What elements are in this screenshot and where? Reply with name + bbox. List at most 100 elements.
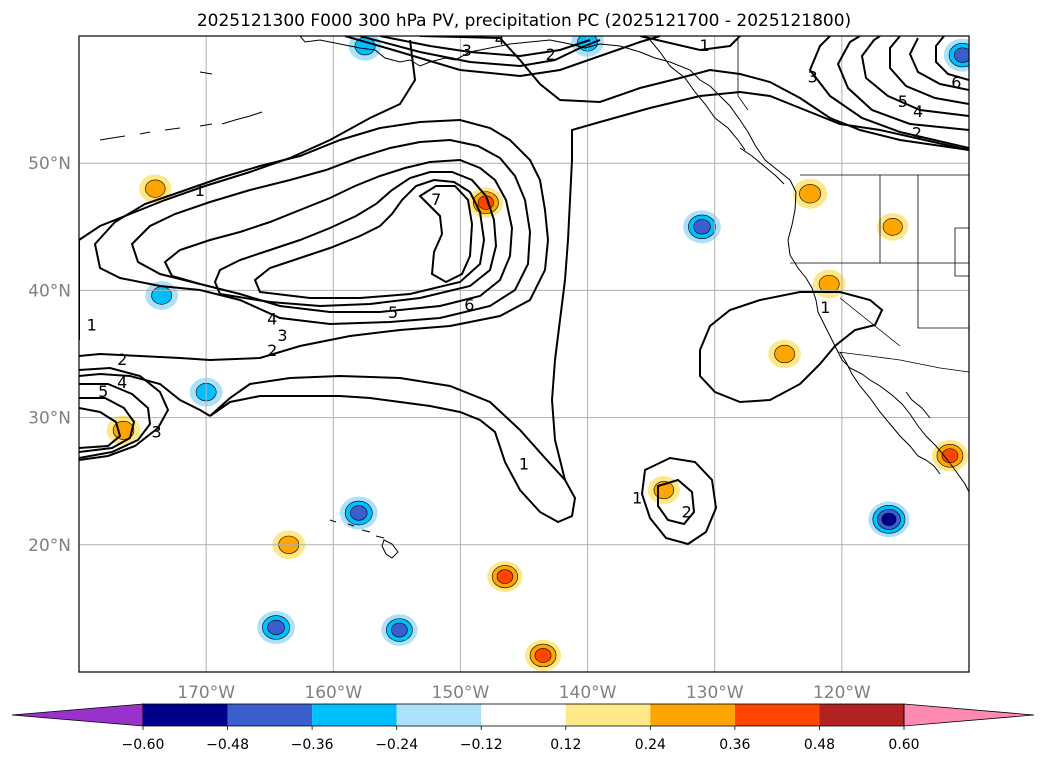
pv-contour-2-small	[657, 478, 696, 526]
precip-negative-blob	[868, 501, 910, 538]
pv-contour-4-main	[163, 158, 514, 313]
pv-contour-sw-2	[79, 366, 170, 461]
contour-label: 5	[388, 303, 398, 322]
colorbar-segment	[227, 704, 313, 726]
contour-label: 1	[195, 181, 205, 200]
colorbar-tick-label: 0.48	[804, 737, 835, 753]
pv-contour-5-main	[213, 171, 498, 308]
colorbar-segment	[143, 704, 228, 726]
coast-hawaii	[329, 519, 399, 559]
y-tick-label: 20°N	[28, 536, 71, 556]
contour-label: 6	[464, 295, 474, 314]
coast-vancouver-island	[739, 147, 785, 185]
precip-positive-blob	[812, 269, 846, 299]
precip-negative-blob	[683, 210, 721, 244]
contour-label: 2	[682, 503, 692, 522]
pv-contour-sw-5	[79, 407, 122, 449]
precip-level-fill	[267, 619, 285, 636]
pv-contour-sw-4	[79, 397, 136, 453]
precip-negative-blob	[257, 610, 295, 644]
coastlines	[99, 36, 969, 559]
contour-label: 4	[117, 373, 127, 392]
contour-label: 5	[898, 92, 908, 111]
colorbar-extend-low	[11, 703, 144, 727]
pv-contour-1-cutoff	[699, 291, 884, 404]
colorbar: −0.60 −0.48 −0.36 −0.24 −0.12 0.12 0.24 0.36 0.4…	[11, 703, 1035, 753]
map-frame	[78, 35, 970, 673]
precip-positive-blob	[139, 174, 172, 203]
chart-title: 2025121300 F000 300 hPa PV, precipitatio…	[197, 11, 851, 31]
border-states	[790, 175, 969, 347]
colorbar-segment	[312, 704, 397, 726]
colorbar-segment	[819, 704, 904, 726]
pv-contour-ne-1	[808, 36, 969, 149]
contour-label: 2	[546, 45, 556, 64]
pv-contour-n-4	[379, 36, 591, 58]
precip-level-fill	[693, 219, 711, 235]
pv-contour-n-2	[344, 36, 661, 78]
contour-label: 3	[151, 423, 161, 442]
colorbar-tick-label: 0.60	[888, 737, 919, 753]
x-axis-ticks: 170°W 160°W 150°W 140°W 130°W 120°W	[177, 683, 871, 703]
contour-label: 7	[431, 190, 441, 209]
contour-label: 1	[519, 454, 529, 473]
contour-label: 1	[632, 489, 642, 508]
precip-level-fill	[391, 622, 408, 638]
precip-level-fill	[881, 512, 897, 526]
colorbar-tick-label: −0.24	[375, 737, 418, 753]
colorbar-tick-label: 0.24	[635, 737, 666, 753]
precip-negative-blob	[381, 614, 418, 646]
precip-level-fill	[350, 505, 368, 521]
map-background	[79, 36, 969, 672]
precip-level-fill	[799, 184, 821, 204]
precip-positive-blob	[792, 178, 828, 209]
pv-contours	[79, 36, 969, 546]
colorbar-frame	[142, 703, 905, 727]
y-tick-label: 40°N	[28, 281, 71, 301]
pv-contour-ne-4	[889, 36, 969, 105]
pv-contour-1-trough	[550, 90, 969, 481]
colorbar-segment	[396, 704, 482, 726]
colorbar-tick-label: −0.12	[460, 737, 503, 753]
pv-contour-sw-3	[79, 383, 152, 459]
pv-contour-1-south	[79, 372, 577, 524]
pv-contour-ne-3	[860, 36, 969, 117]
coast-alaska-north	[299, 36, 749, 133]
contour-label: 4	[267, 309, 277, 328]
contour-label: 4	[913, 102, 923, 121]
colorbar-segment	[734, 704, 820, 726]
pv-contour-7-main	[418, 185, 474, 284]
contour-label: 5	[98, 382, 108, 401]
coast-north-america-west	[747, 131, 969, 493]
pv-contour-2-main	[79, 118, 550, 362]
contour-label: 3	[277, 326, 287, 345]
contour-label: 1	[87, 316, 97, 335]
contour-label: 3	[462, 41, 472, 60]
contour-label: 4	[495, 30, 505, 49]
precip-level-fill	[151, 286, 173, 305]
precip-positive-blob	[487, 561, 523, 593]
colorbar-tick-label: −0.60	[122, 737, 165, 753]
coast-alaska-panhandle	[649, 39, 746, 151]
x-tick-label: 120°W	[813, 683, 871, 703]
contour-label: 2	[912, 124, 922, 143]
precip-negative-blob	[339, 496, 378, 530]
precip-level-fill	[112, 420, 135, 440]
colorbar-segment	[565, 704, 651, 726]
y-tick-label: 30°N	[28, 409, 71, 429]
colorbar-tick-label: −0.36	[291, 737, 334, 753]
precip-level-fill	[496, 569, 514, 584]
pv-contour-6-main	[253, 178, 486, 299]
border-us-mexico	[837, 351, 969, 373]
x-tick-label: 150°W	[432, 683, 490, 703]
pv-contour-ne-6	[935, 36, 969, 81]
colorbar-segment	[650, 704, 735, 726]
precip-level-fill	[953, 47, 969, 63]
coast-baja	[839, 351, 941, 475]
x-tick-label: 130°W	[686, 683, 744, 703]
colorbar-tick-label: −0.48	[206, 737, 249, 753]
colorbar-segment	[481, 704, 566, 726]
